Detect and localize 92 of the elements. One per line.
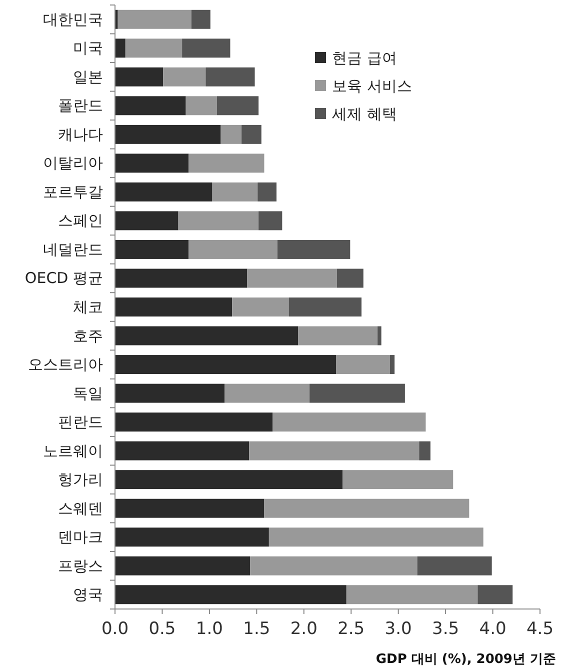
bar: [115, 67, 164, 86]
bar: [258, 211, 282, 230]
bar: [310, 384, 405, 403]
bar: [163, 67, 206, 86]
x-tick-label: 3.0: [384, 619, 412, 639]
bar: [346, 585, 478, 604]
bar: [250, 556, 418, 576]
bar: [115, 182, 212, 202]
bar: [115, 441, 250, 460]
bar: [417, 556, 492, 576]
x-tick-label: 1.0: [196, 619, 223, 639]
bar: [115, 326, 298, 346]
bar: [336, 355, 390, 374]
bar: [224, 384, 310, 403]
bar: [115, 154, 189, 173]
bar: [288, 298, 362, 316]
y-tick-label: 폴란드: [58, 96, 103, 115]
bar: [182, 38, 230, 58]
x-tick-label: 4.5: [526, 619, 554, 639]
bar: [178, 211, 259, 230]
x-axis-title: GDP 대비 (%), 2009년 기준: [376, 652, 556, 667]
bar: [220, 124, 242, 144]
x-tick-label: 2.0: [290, 619, 318, 639]
bar: [336, 268, 364, 288]
bar: [115, 124, 221, 144]
bar: [390, 355, 395, 374]
bar: [115, 38, 126, 58]
bar: [115, 412, 273, 432]
legend-label: 세제 혜택: [332, 105, 397, 123]
bar: [188, 154, 264, 173]
legend-label: 보육 서비스: [332, 77, 412, 95]
bar: [115, 96, 186, 116]
bar: [115, 384, 225, 403]
y-tick-label: 네덜란드: [43, 240, 103, 258]
y-tick-label: 호주: [73, 326, 103, 345]
y-tick-label: 대한민국: [43, 10, 103, 28]
bar: [115, 355, 336, 374]
bar: [272, 412, 426, 432]
y-tick-label: 프랑스: [58, 556, 103, 575]
bar: [249, 441, 420, 460]
y-tick-label: 캐나다: [58, 125, 103, 144]
bar: [419, 441, 430, 460]
x-tick-label: 2.5: [338, 619, 365, 639]
bar: [115, 470, 343, 490]
y-tick-label: 영국: [73, 586, 103, 604]
y-tick-label: OECD 평균: [24, 269, 103, 288]
bar: [115, 298, 232, 316]
legend-label: 현금 급여: [332, 49, 397, 67]
bar: [232, 298, 289, 316]
y-tick-label: 스페인: [58, 212, 103, 230]
bar: [277, 240, 350, 259]
bar: [186, 96, 217, 116]
bar: [242, 124, 262, 144]
x-tick-label: 4.0: [479, 619, 506, 639]
y-tick-label: 스웨덴: [58, 499, 103, 518]
bar: [206, 67, 255, 86]
bar: [212, 182, 258, 202]
y-tick-label: 독일: [73, 384, 103, 402]
x-tick-label: 0.5: [148, 619, 176, 639]
x-tick-label: 3.5: [432, 619, 460, 639]
bar: [125, 38, 182, 58]
y-tick-label: 핀란드: [58, 413, 103, 432]
bar: [115, 528, 269, 547]
y-tick-label: 헝가리: [58, 470, 103, 489]
bar: [115, 211, 178, 230]
bar: [115, 268, 248, 288]
y-tick-label: 이탈리아: [43, 154, 103, 172]
y-tick-label: 일본: [73, 68, 103, 86]
bar: [264, 498, 470, 518]
bar: [478, 585, 513, 604]
y-tick-label: 오스트리아: [28, 356, 103, 374]
bar: [115, 556, 250, 576]
bar: [342, 470, 454, 490]
y-tick-label: 노르웨이: [43, 442, 103, 460]
bar: [378, 326, 382, 346]
bar: [217, 96, 259, 116]
bar: [247, 268, 337, 288]
y-tick-label: 덴마크: [58, 528, 103, 546]
y-tick-label: 포르투갈: [43, 182, 103, 201]
y-tick-label: 미국: [73, 39, 103, 58]
bar: [298, 326, 378, 346]
x-tick-label: 0.0: [101, 619, 129, 639]
y-tick-label: 체코: [73, 298, 103, 316]
bar: [188, 240, 278, 259]
bar: [115, 585, 346, 604]
bar: [118, 10, 192, 29]
bar: [115, 240, 189, 259]
bar: [115, 498, 264, 518]
bar: [192, 10, 210, 29]
bar: [258, 182, 276, 202]
x-tick-label: 1.5: [243, 619, 270, 639]
bar: [268, 528, 484, 547]
